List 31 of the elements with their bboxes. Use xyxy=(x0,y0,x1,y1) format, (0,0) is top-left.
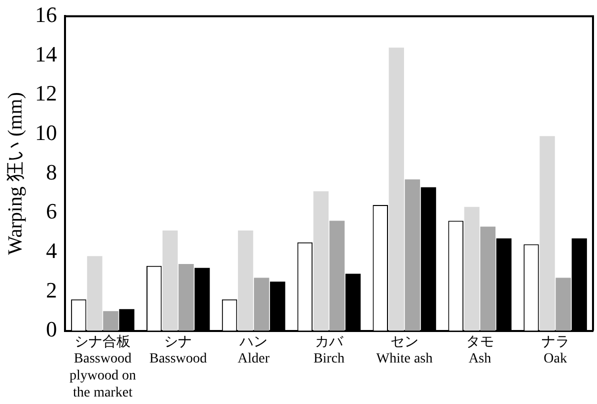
x-tick-label: タモ Ash xyxy=(466,334,494,367)
bar xyxy=(178,264,194,331)
bar xyxy=(254,278,270,331)
bar xyxy=(103,311,118,331)
y-tick-label: 14 xyxy=(35,41,57,66)
x-tick-label: ハン Alder xyxy=(238,334,270,367)
bar xyxy=(238,230,254,331)
bar xyxy=(540,136,555,331)
x-tick-label: カバ Birch xyxy=(313,334,345,367)
x-tick-label: ナラ Oak xyxy=(541,334,570,367)
x-tick-label: セン White ash xyxy=(376,334,433,367)
y-tick-label: 12 xyxy=(35,80,57,106)
bar xyxy=(556,278,571,331)
y-tick-label: 0 xyxy=(46,316,57,342)
bar xyxy=(388,48,404,331)
bar xyxy=(329,220,345,331)
y-tick-label: 8 xyxy=(46,159,57,184)
y-tick-label: 10 xyxy=(35,120,57,145)
y-tick-label: 16 xyxy=(35,2,57,27)
bar xyxy=(87,256,102,331)
bar xyxy=(480,226,496,331)
bar xyxy=(162,230,178,331)
y-tick-label: 2 xyxy=(46,277,57,302)
bar xyxy=(464,206,480,331)
bar xyxy=(313,191,329,331)
bar xyxy=(404,179,420,331)
y-tick-label: 6 xyxy=(46,198,57,224)
x-tick-label: シナ合板 Basswood plywood on the market xyxy=(69,334,136,400)
y-axis-title: Warping 狂い (mm) xyxy=(4,92,26,255)
x-tick-label: シナ Basswood xyxy=(149,334,207,367)
y-tick-label: 4 xyxy=(46,238,57,263)
